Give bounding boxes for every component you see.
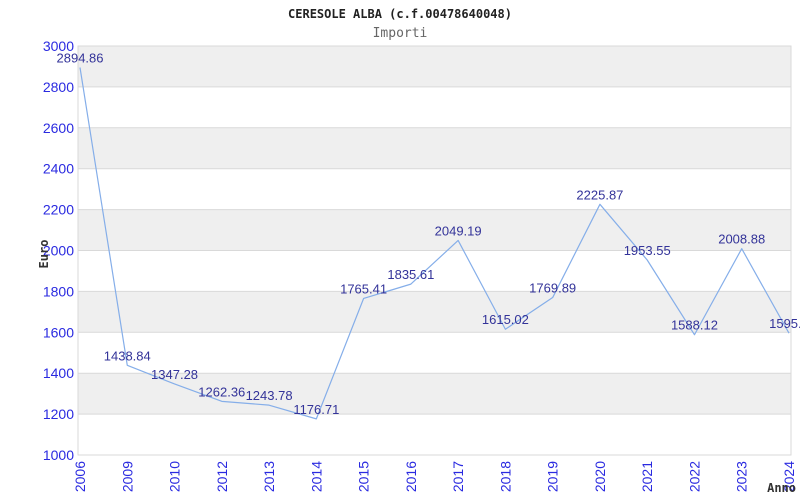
data-point-label: 1347.28 — [151, 367, 198, 382]
data-point-label: 1588.12 — [671, 318, 718, 333]
x-tick-label: 2024 — [781, 461, 797, 492]
grid-band — [78, 373, 791, 415]
x-tick-label: 2022 — [686, 461, 702, 492]
y-tick-label: 2600 — [43, 120, 74, 136]
x-tick-label: 2006 — [72, 461, 88, 492]
y-tick-label: 1000 — [43, 447, 74, 463]
x-tick-label: 2018 — [497, 461, 513, 492]
x-tick-label: 2014 — [308, 461, 324, 492]
data-point-label: 2049.19 — [435, 223, 482, 238]
y-tick-label: 2400 — [43, 161, 74, 177]
data-point-label: 1243.78 — [246, 388, 293, 403]
grid-band — [78, 127, 791, 169]
y-tick-label: 3000 — [43, 38, 74, 54]
x-tick-label: 2009 — [119, 461, 135, 492]
x-tick-label: 2015 — [356, 461, 372, 492]
data-point-label: 1953.55 — [624, 243, 671, 258]
chart-subtitle: Importi — [372, 26, 428, 41]
data-point-label: 1262.36 — [198, 384, 245, 399]
x-tick-label: 2019 — [545, 461, 561, 492]
x-tick-label: 2012 — [214, 461, 230, 492]
grid-band — [78, 291, 791, 333]
x-tick-label: 2021 — [639, 461, 655, 492]
y-tick-label: 1800 — [43, 283, 74, 299]
x-axis-title: Anno — [767, 481, 796, 495]
data-point-label: 1835.61 — [387, 267, 434, 282]
x-tick-label: 2023 — [734, 461, 750, 492]
data-point-label: 1176.71 — [293, 402, 339, 417]
data-point-label: 1615.02 — [482, 312, 529, 327]
y-tick-label: 2200 — [43, 202, 74, 218]
data-point-label: 2225.87 — [576, 187, 623, 202]
data-point-label: 2008.88 — [718, 232, 765, 247]
grid-band — [78, 46, 791, 87]
plot-border — [77, 45, 792, 456]
x-tick-label: 2010 — [167, 461, 183, 492]
x-tick-label: 2020 — [592, 461, 608, 492]
chart-title: CERESOLE ALBA (c.f.00478640048) — [288, 7, 512, 21]
x-tick-label: 2013 — [261, 461, 277, 492]
data-point-label: 1765.41 — [340, 281, 387, 296]
data-point-label: 1769.89 — [529, 281, 576, 296]
data-line — [79, 67, 790, 420]
y-axis-title: Euro — [37, 240, 51, 269]
x-tick-label: 2016 — [403, 461, 419, 492]
x-tick-label: 2017 — [450, 461, 466, 492]
y-tick-label: 2800 — [43, 79, 74, 95]
data-point-label: 2894.86 — [57, 51, 104, 66]
data-point-label: 1595.5 — [769, 316, 800, 331]
grid-band — [78, 209, 791, 251]
y-tick-label: 1200 — [43, 406, 74, 422]
y-tick-label: 1400 — [43, 365, 74, 381]
data-point-label: 1438.84 — [104, 348, 151, 363]
y-tick-label: 2000 — [43, 243, 74, 259]
y-tick-label: 1600 — [43, 324, 74, 340]
